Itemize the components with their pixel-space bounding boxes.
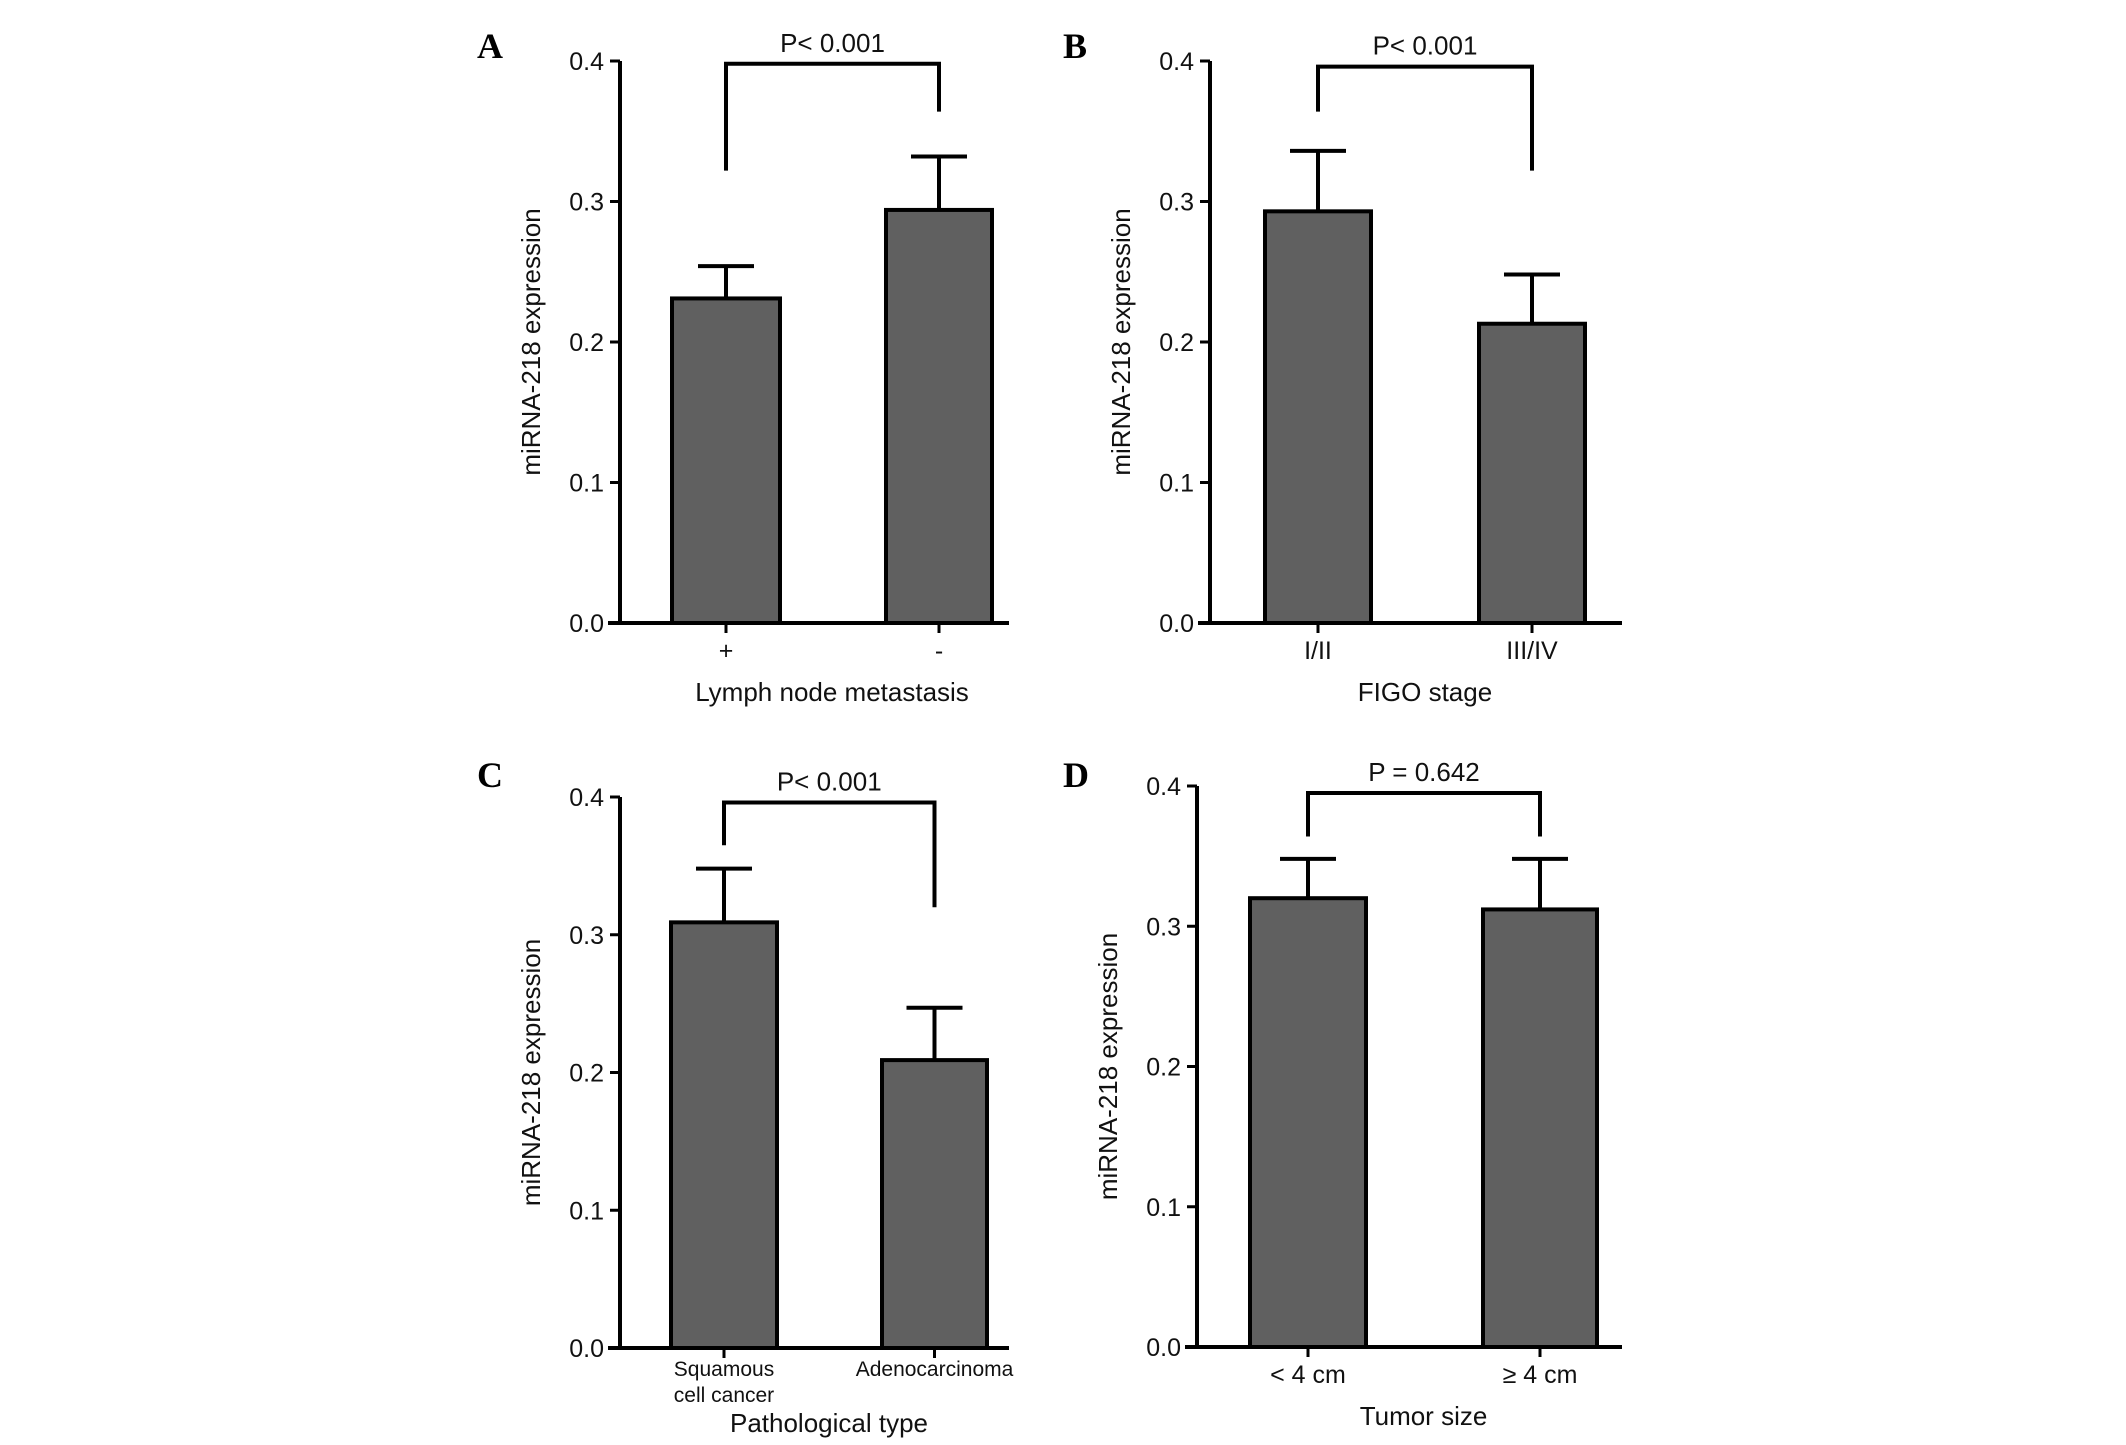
y-tick-label: 0.0 — [569, 610, 604, 638]
bar — [880, 1058, 989, 1351]
y-tick-label: 0.2 — [569, 329, 604, 357]
y-tick-label: 0.4 — [569, 784, 604, 812]
y-tick-label: 0.0 — [1146, 1334, 1181, 1362]
y-tick-label: 0.3 — [569, 189, 604, 217]
bar — [1481, 907, 1599, 1349]
panel-letter: B — [1063, 26, 1087, 66]
x-tick-label: Squamous — [674, 1358, 774, 1381]
significance-bracket — [722, 800, 937, 908]
x-tick-label: I/II — [1304, 637, 1332, 665]
y-tick-label: 0.2 — [569, 1060, 604, 1088]
x-axis-label: Tumor size — [1360, 1401, 1488, 1431]
p-value-label: P< 0.001 — [1373, 31, 1478, 61]
bar — [670, 296, 782, 625]
significance-bracket — [724, 61, 941, 171]
y-tick-label: 0.3 — [1159, 189, 1194, 217]
y-tick-label: 0.1 — [1159, 470, 1194, 498]
panel-d: D 0.0 0.1 0.2 0.3 0.4 miRNA-218 expression < 4 … — [1063, 755, 1622, 1431]
bar — [1477, 321, 1587, 625]
y-tick-label: 0.1 — [569, 1197, 604, 1225]
panel-a: A 0.0 0.1 0.2 0.3 0.4 miRNA-218 expression + - Ly… — [477, 26, 1009, 707]
y-tick-label: 0.2 — [1146, 1054, 1181, 1082]
y-tick-label: 0.1 — [1146, 1194, 1181, 1222]
x-tick-label: III/IV — [1506, 637, 1558, 665]
y-tick-label: 0.0 — [1159, 610, 1194, 638]
y-tick-label: 0.4 — [1159, 48, 1194, 76]
p-value-label: P< 0.001 — [780, 28, 885, 58]
significance-bracket — [1306, 791, 1542, 837]
y-axis-label: miRNA-218 expression — [516, 939, 546, 1206]
x-tick-label: Adenocarcinoma — [856, 1358, 1014, 1381]
p-value-label: P = 0.642 — [1368, 757, 1480, 787]
bar — [1248, 896, 1368, 1349]
panel-letter: C — [477, 755, 503, 795]
y-tick-label: 0.2 — [1159, 329, 1194, 357]
y-tick-label: 0.1 — [569, 470, 604, 498]
y-tick-label: 0.4 — [1146, 773, 1181, 801]
y-axis-label: miRNA-218 expression — [516, 208, 546, 475]
panel-c: C 0.0 0.1 0.2 0.3 0.4 miRNA-218 expression Squa… — [477, 755, 1014, 1438]
x-axis-label: Lymph node metastasis — [695, 677, 969, 707]
x-tick-label: ≥ 4 cm — [1503, 1361, 1578, 1389]
y-tick-label: 0.3 — [569, 922, 604, 950]
y-axis-label: miRNA-218 expression — [1093, 933, 1123, 1200]
x-tick-label: + — [719, 637, 734, 665]
panel-letter: A — [477, 26, 503, 66]
significance-bracket — [1316, 64, 1534, 171]
bar — [1263, 209, 1373, 626]
x-axis-label: Pathological type — [730, 1408, 928, 1438]
y-axis-label: miRNA-218 expression — [1106, 208, 1136, 475]
panel-letter: D — [1063, 755, 1089, 795]
y-tick-label: 0.4 — [569, 48, 604, 76]
x-tick-label: < 4 cm — [1270, 1361, 1346, 1389]
panel-b: B 0.0 0.1 0.2 0.3 0.4 miRNA-218 expression I/II… — [1063, 26, 1622, 707]
y-tick-label: 0.0 — [569, 1335, 604, 1363]
y-tick-label: 0.3 — [1146, 913, 1181, 941]
p-value-label: P< 0.001 — [777, 767, 882, 797]
bar — [669, 920, 779, 1350]
x-axis-label: FIGO stage — [1358, 677, 1492, 707]
bar — [884, 207, 994, 625]
x-tick-label: - — [935, 637, 943, 665]
x-tick-label: cell cancer — [674, 1384, 774, 1407]
